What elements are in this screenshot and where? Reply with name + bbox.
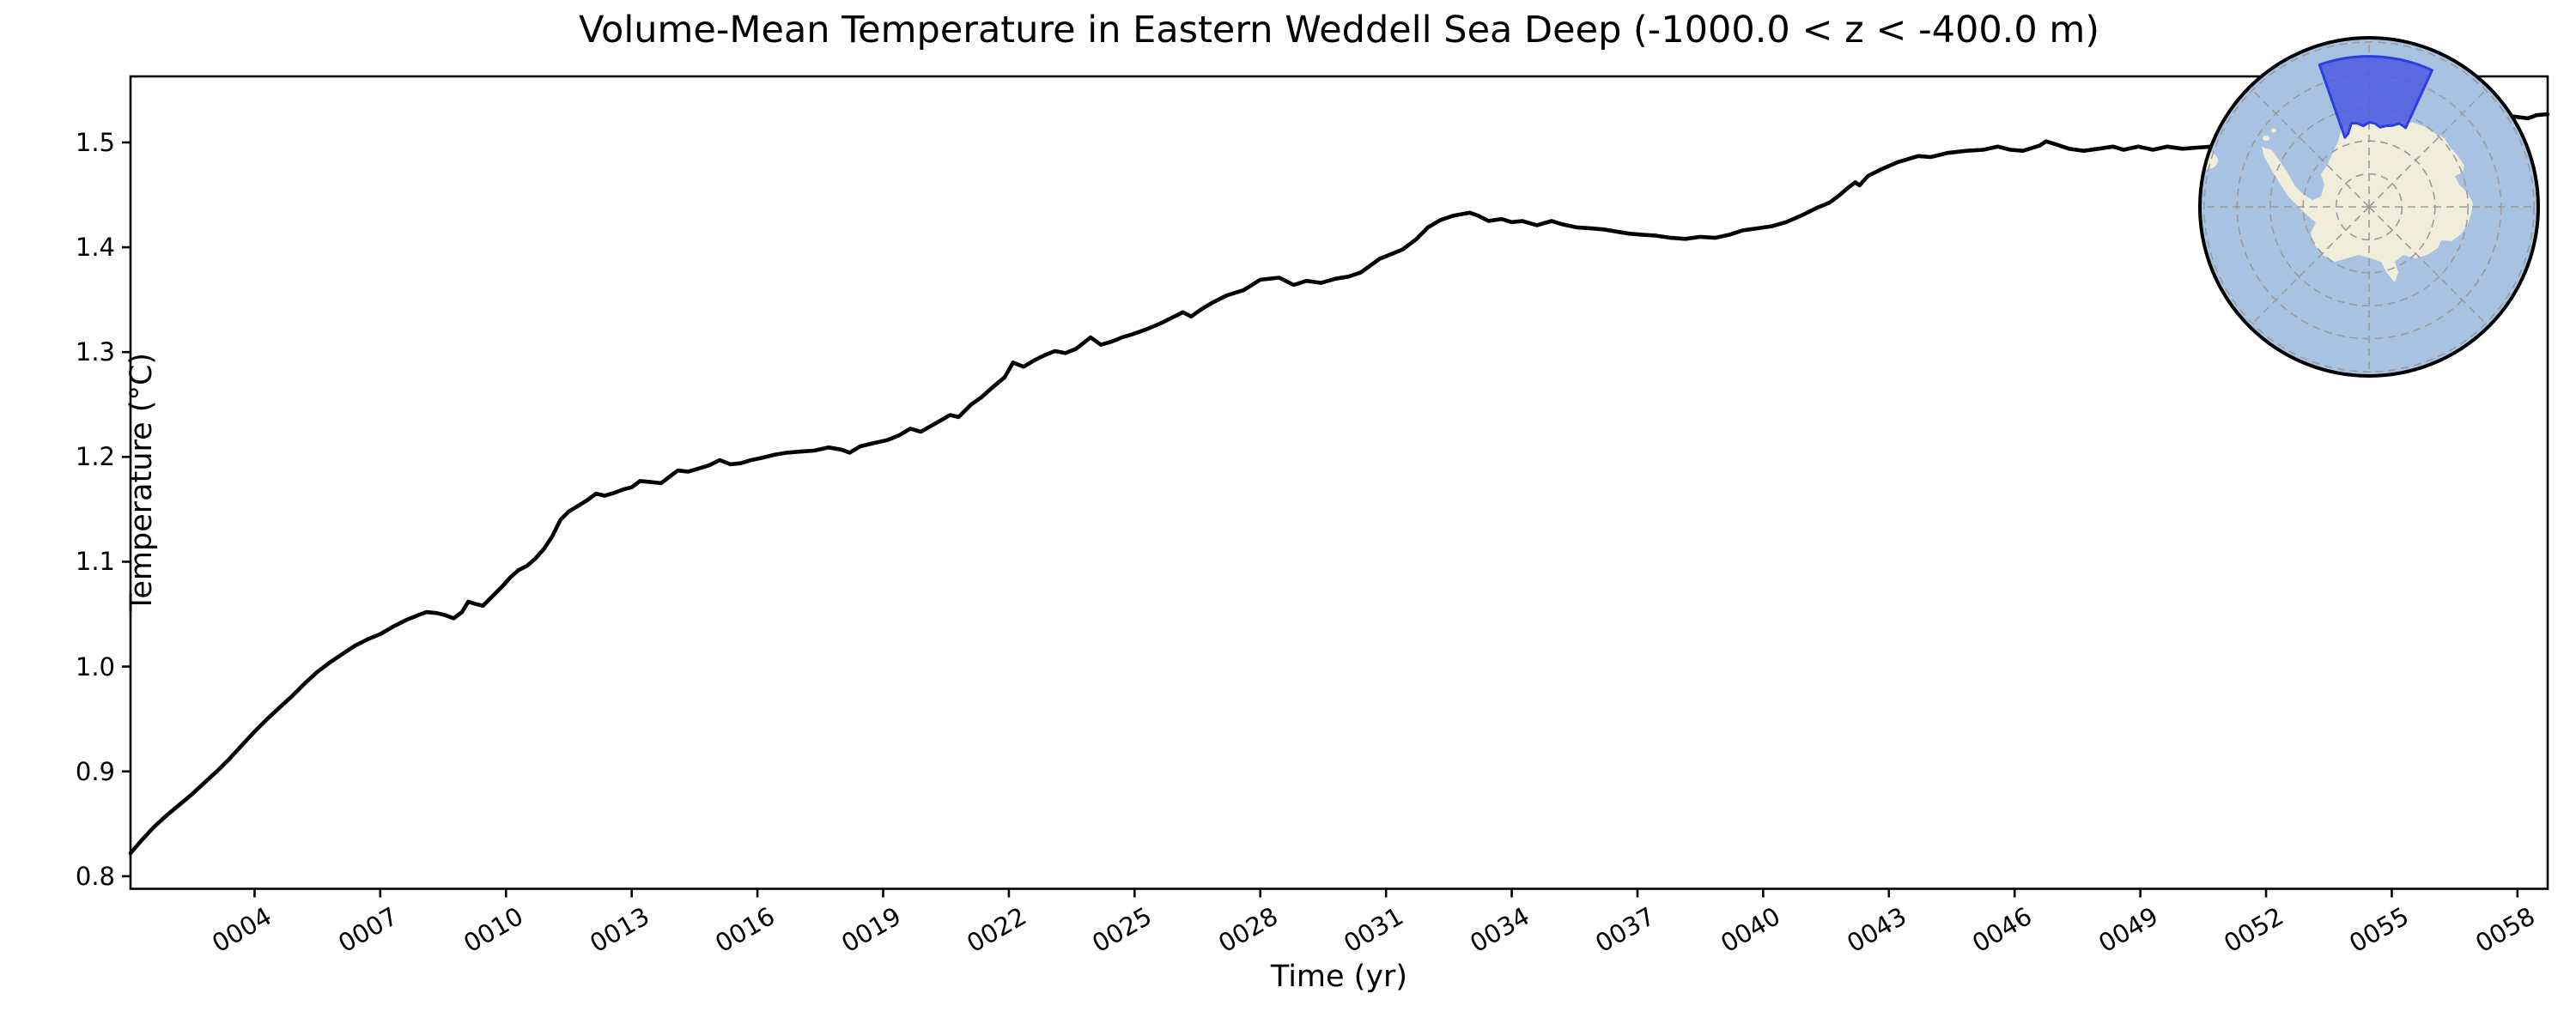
y-tick-label: 0.9 (75, 756, 115, 786)
island (2331, 182, 2338, 189)
y-axis-label: Temperature (°C) (125, 352, 160, 613)
chart-title: Volume-Mean Temperature in Eastern Wedde… (578, 9, 2100, 52)
axes-frame (129, 75, 2549, 890)
y-tick-label: 0.8 (75, 861, 115, 891)
y-tick-label: 1.2 (75, 442, 115, 472)
y-tick-label: 1.1 (75, 547, 115, 577)
island (2263, 136, 2269, 141)
y-tick-label: 1.4 (75, 233, 115, 263)
y-tick-label: 1.5 (75, 127, 115, 157)
antarctica-inset-map (2198, 36, 2540, 378)
island (2271, 128, 2276, 133)
x-axis-label: Time (yr) (1270, 960, 1408, 994)
axis-tick-marks (122, 141, 2519, 898)
highlight-region-wedge (2318, 55, 2433, 139)
map-circle-edge (2198, 36, 2540, 378)
island (2326, 169, 2336, 178)
temperature-line (128, 112, 2550, 856)
y-tick-label: 1.3 (75, 337, 115, 367)
antarctica-mainland (2262, 121, 2473, 282)
y-tick-label: 1.0 (75, 651, 115, 682)
